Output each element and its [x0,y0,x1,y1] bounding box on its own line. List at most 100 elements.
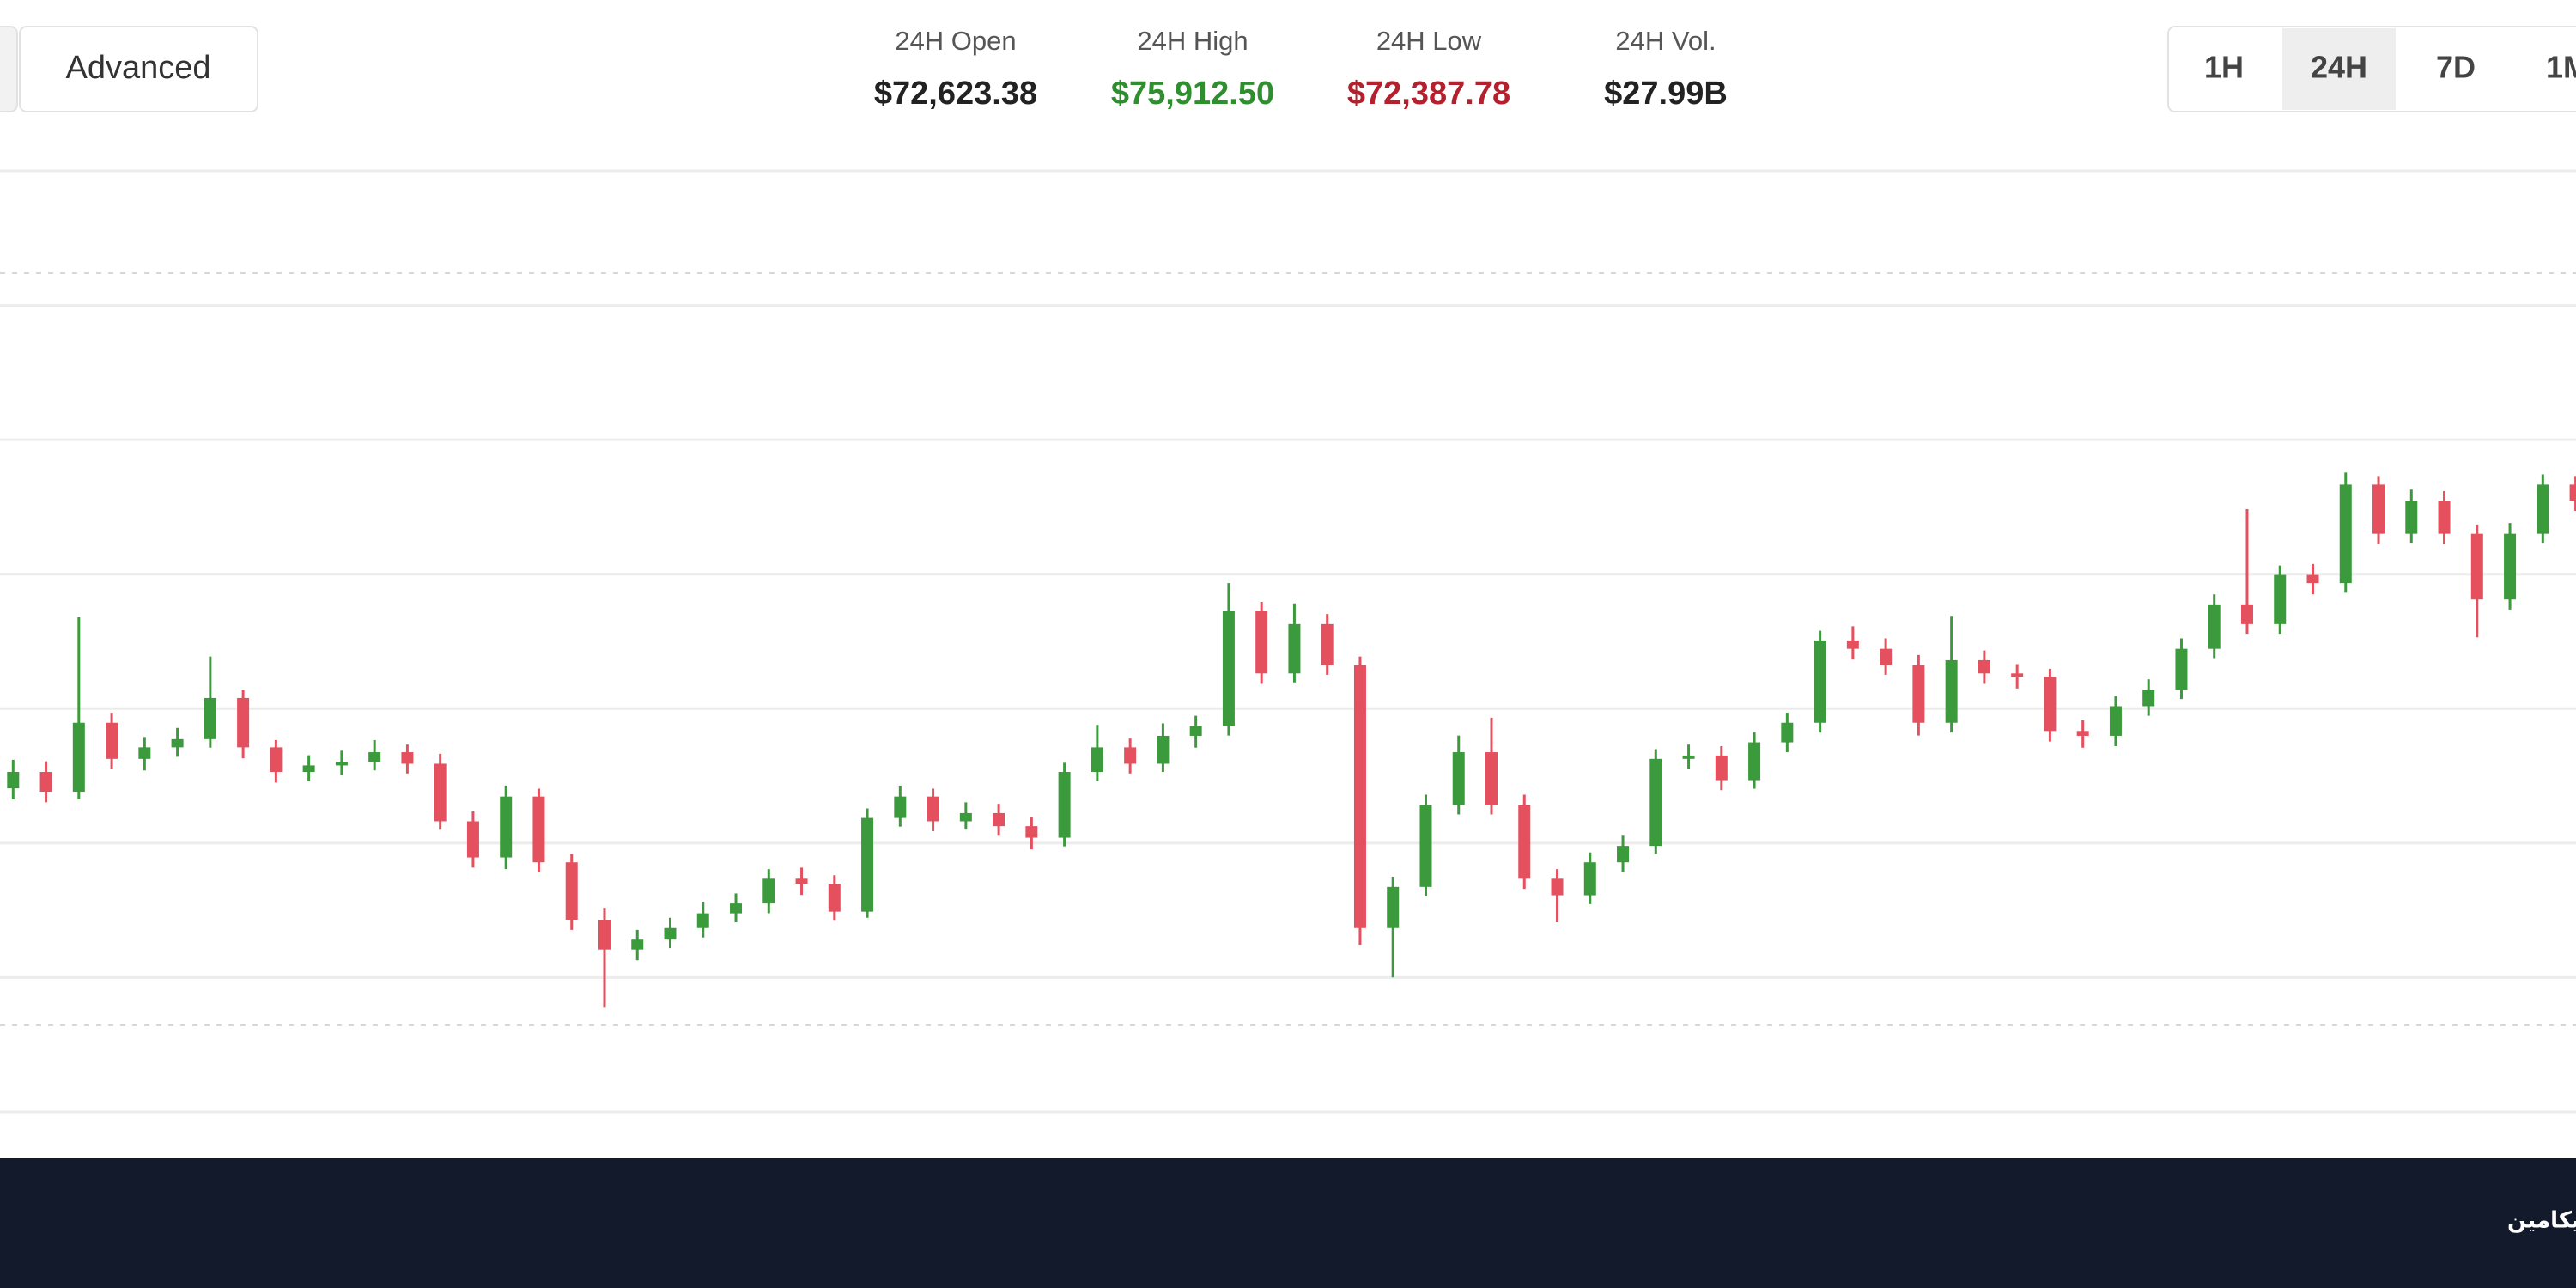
range-button[interactable]: 7D [2436,50,2476,85]
candle-body [500,796,513,858]
candle-body [894,796,907,818]
candle-body [1781,722,1794,743]
candle-body [466,821,479,858]
range-button[interactable]: 24H [2311,50,2367,85]
candle-body [1518,805,1531,879]
stat-label: 24H Low [1376,26,1482,56]
candle-body [1157,735,1170,764]
candle-body [1945,659,1958,723]
stat-value: $72,623.38 [874,76,1037,112]
candle-body [1748,742,1761,781]
candle-body [1189,726,1202,736]
candle-body [1288,623,1301,674]
candle-body [2240,604,2253,624]
candle-body [2109,706,2122,736]
candle-body [1091,747,1103,773]
candle-body [7,772,20,789]
candle-body [1222,611,1235,726]
candle-body [2372,484,2385,534]
range-button[interactable]: 1M [2546,50,2576,85]
stat-value: $72,387.78 [1347,76,1510,112]
candle-body [1452,752,1465,805]
candle-body [1419,805,1432,887]
candle-body [959,812,972,822]
content: Advanced 24H Open $72,623.38 24H High $75,9… [0,26,2576,1288]
stat-value: $27.99B [1604,76,1728,112]
candle-body [565,862,578,920]
candle-body [1255,611,1268,674]
candle-body [2306,574,2319,584]
advanced-button[interactable] [19,26,258,112]
candle-body [2208,604,2221,649]
candle-body [1912,665,1925,723]
candle-body [401,752,414,764]
candle-body [1353,665,1366,928]
candle-body [302,765,315,773]
cut-button[interactable] [0,26,18,112]
stat-label: 24H Open [895,26,1016,56]
plot [7,472,2576,1008]
candle-body [1485,752,1498,805]
candle-body [237,697,250,748]
candle-body [1682,755,1695,759]
range-buttons: 1H 24H 7D 1M [2204,28,2576,110]
candle-body [72,722,85,793]
candle-body [1880,648,1893,665]
candle-body [2274,574,2287,624]
candle-body [2438,501,2451,534]
candle-body [335,762,348,766]
candle-body [1551,878,1564,896]
footer-bar [0,1158,2576,1288]
candle-body [696,913,709,928]
candle-body [861,817,874,912]
candle-body [1124,747,1137,764]
candle-body [171,738,184,748]
candle-body [1387,886,1400,928]
candle-body [1814,640,1826,723]
candle-body [2470,533,2483,600]
candle-body [2044,677,2057,732]
stat-label: 24H High [1137,26,1248,56]
stats: 24H Open $72,623.38 24H High $75,912.50 24H … [874,26,1728,112]
candle-body [2569,484,2576,501]
candle-body [993,812,1005,827]
candle-body [39,772,52,793]
candle-body [2175,648,2188,690]
footer-brand: آتیکامین [2507,1206,2576,1234]
candle-body [138,747,151,759]
grid [0,169,2576,1114]
candle-body [2405,501,2418,534]
candle-body [598,920,611,950]
candle-body [664,927,677,940]
range-button[interactable]: 1H [2204,50,2244,85]
candle-body [1058,772,1071,838]
stat-value: $75,912.50 [1111,76,1274,112]
advanced-label: Advanced [65,50,210,86]
candle-body [2504,533,2517,600]
stat-label: 24H Vol. [1615,26,1716,56]
candle-body [1617,846,1630,863]
candle-body [1715,755,1728,781]
candle-body [1321,623,1334,665]
candle-body [270,747,283,773]
candle-body [532,796,545,863]
candle-body [2537,484,2549,534]
candle-body [2011,673,2024,677]
candle-body [1649,758,1662,847]
candle-body [2076,731,2089,736]
candle-body [204,697,216,739]
candle-body [795,878,808,884]
candle-body [1978,659,1990,674]
candle-body [368,752,381,762]
candle-body [762,878,775,904]
candle-body [1583,862,1596,896]
candle-body [1846,640,1859,649]
range-selected-bg [2282,28,2396,110]
candle-body [730,903,743,914]
candle-body [828,884,841,912]
candle-body [927,796,939,822]
candle-body [434,763,447,822]
candle-body [2339,484,2352,584]
